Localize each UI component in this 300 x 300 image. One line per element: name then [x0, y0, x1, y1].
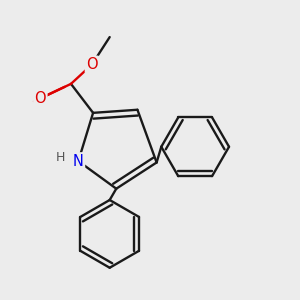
Text: O: O	[34, 91, 46, 106]
Text: H: H	[56, 152, 65, 164]
Text: O: O	[86, 57, 98, 72]
Text: N: N	[73, 154, 84, 169]
